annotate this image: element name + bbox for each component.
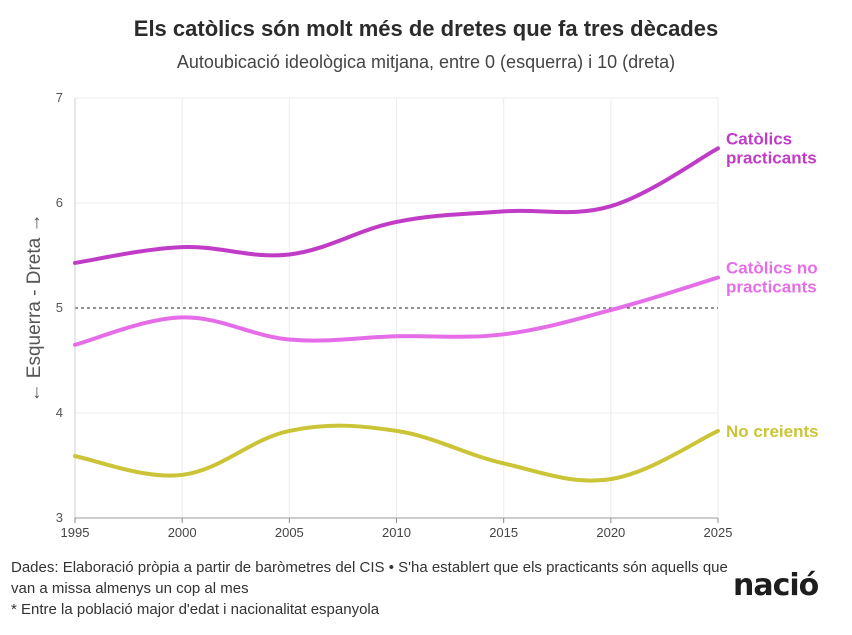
x-tick-label: 2020	[596, 525, 625, 540]
x-tick-label: 2025	[704, 525, 733, 540]
population-note: * Entre la població major d'edat i nacio…	[11, 601, 380, 618]
series-label: practicants	[726, 278, 817, 297]
line-chart: 3 4 5 6 7 1995 2000 2005 2010 2015 2020 2025 ← Esque…	[24, 90, 819, 540]
y-tick-label: 5	[56, 300, 63, 315]
series-line-0	[73, 146, 720, 265]
source-note: Dades: Elaboració pròpia a partir de bar…	[11, 559, 728, 597]
y-axis-label: ← Esquerra - Dreta →	[24, 214, 45, 403]
x-tick-label: 2010	[382, 525, 411, 540]
series-label: Catòlics	[726, 129, 792, 148]
x-tick-label: 2015	[489, 525, 518, 540]
x-tick-label: 1995	[61, 525, 90, 540]
y-tick-label: 3	[56, 510, 63, 525]
brand-logo: nació	[733, 568, 819, 603]
series-label: practicants	[726, 148, 817, 167]
series-line-1	[73, 275, 720, 347]
x-tick-label: 2000	[168, 525, 197, 540]
series-label: No creients	[726, 422, 819, 441]
y-tick-label: 7	[56, 90, 63, 105]
series-line-2	[73, 423, 720, 483]
x-tick-label: 2005	[275, 525, 304, 540]
series-label: Catòlics no	[726, 259, 818, 278]
chart-title: Els catòlics són molt més de dretes que …	[133, 16, 719, 41]
y-tick-label: 6	[56, 195, 63, 210]
footer: Dades: Elaboració pròpia a partir de bar…	[11, 557, 731, 620]
chart-subtitle: Autoubicació ideològica mitjana, entre 0…	[176, 52, 676, 72]
y-tick-label: 4	[56, 405, 63, 420]
